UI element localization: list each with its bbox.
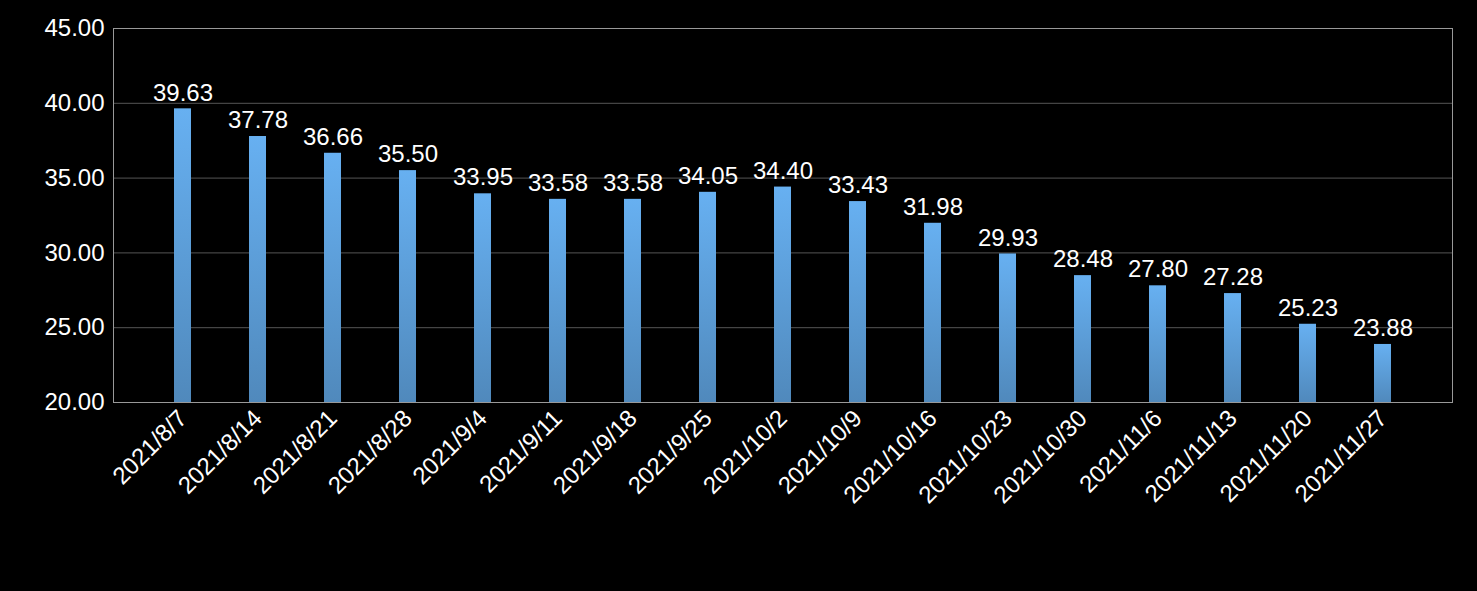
svg-text:35.00: 35.00 <box>44 164 104 191</box>
svg-text:29.93: 29.93 <box>978 224 1038 251</box>
svg-text:2021/10/9: 2021/10/9 <box>772 404 867 499</box>
svg-text:23.88: 23.88 <box>1353 314 1413 341</box>
svg-text:2021/9/18: 2021/9/18 <box>547 404 642 499</box>
svg-text:33.43: 33.43 <box>828 171 888 198</box>
svg-text:37.78: 37.78 <box>228 106 288 133</box>
svg-text:2021/9/25: 2021/9/25 <box>622 404 717 499</box>
svg-text:31.98: 31.98 <box>903 193 963 220</box>
svg-text:33.58: 33.58 <box>603 169 663 196</box>
svg-text:28.48: 28.48 <box>1053 245 1113 272</box>
svg-text:2021/10/23: 2021/10/23 <box>912 404 1017 509</box>
svg-text:2021/10/30: 2021/10/30 <box>988 404 1092 508</box>
svg-text:2021/10/16: 2021/10/16 <box>837 404 942 509</box>
svg-text:2021/9/4: 2021/9/4 <box>406 404 492 490</box>
svg-text:2021/11/27: 2021/11/27 <box>1289 404 1392 507</box>
svg-text:2021/8/7: 2021/8/7 <box>106 404 192 490</box>
svg-text:45.00: 45.00 <box>44 14 104 41</box>
svg-text:2021/10/2: 2021/10/2 <box>697 404 792 499</box>
svg-text:20.00: 20.00 <box>44 388 104 415</box>
svg-text:40.00: 40.00 <box>44 89 104 116</box>
svg-text:27.28: 27.28 <box>1203 263 1263 290</box>
svg-text:33.58: 33.58 <box>528 169 588 196</box>
svg-text:2021/11/6: 2021/11/6 <box>1073 404 1167 498</box>
svg-text:39.63: 39.63 <box>153 79 213 106</box>
svg-text:2021/8/28: 2021/8/28 <box>322 404 417 499</box>
svg-text:2021/9/11: 2021/9/11 <box>473 404 567 498</box>
svg-text:27.80: 27.80 <box>1128 255 1188 282</box>
svg-text:2021/11/20: 2021/11/20 <box>1214 404 1317 507</box>
svg-text:2021/8/14: 2021/8/14 <box>172 404 267 499</box>
svg-text:35.50: 35.50 <box>378 140 438 167</box>
svg-text:25.23: 25.23 <box>1278 294 1338 321</box>
svg-text:2021/8/21: 2021/8/21 <box>247 404 342 499</box>
svg-text:34.05: 34.05 <box>678 162 738 189</box>
svg-text:33.95: 33.95 <box>453 163 513 190</box>
svg-text:34.40: 34.40 <box>753 157 813 184</box>
svg-text:25.00: 25.00 <box>44 313 104 340</box>
svg-text:30.00: 30.00 <box>44 239 104 266</box>
svg-text:2021/11/13: 2021/11/13 <box>1139 404 1242 507</box>
svg-text:36.66: 36.66 <box>303 123 363 150</box>
